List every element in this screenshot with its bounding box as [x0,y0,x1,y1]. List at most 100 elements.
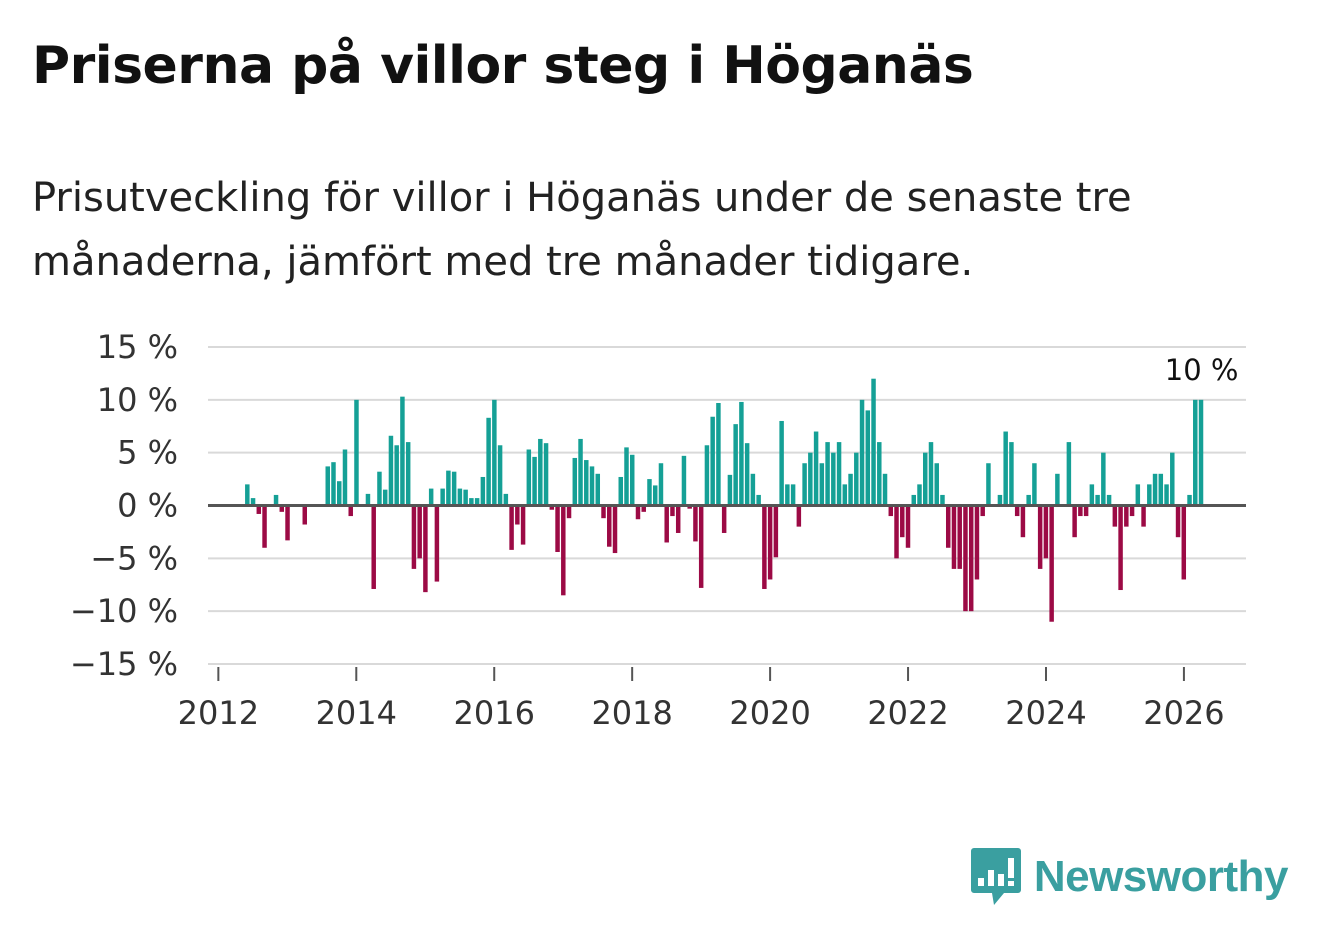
bar [744,443,750,506]
bar [923,452,928,506]
bar [411,505,417,569]
bar [624,447,629,506]
bar [1083,505,1089,517]
bar [710,416,715,506]
bar [515,505,520,525]
bar [618,476,623,506]
bar [337,481,342,506]
chart-subtitle: Prisutveckling för villor i Höganäs unde… [32,175,1132,285]
bar [428,488,434,506]
bar [762,505,767,589]
bar [997,494,1003,506]
bar [687,505,692,509]
bar [865,410,871,506]
bar [773,505,779,558]
bar [635,505,641,520]
bar [566,505,572,519]
bar [497,445,503,506]
bar [808,452,813,506]
bar [371,505,376,589]
bar [911,494,916,506]
bar [836,442,842,506]
chart-title: Priserna på villor steg i Höganäs [32,36,974,96]
bar-chart-speech-icon [970,848,1021,905]
bar [1106,494,1112,506]
bar [405,442,411,506]
bar [1198,399,1204,506]
bar [796,505,802,527]
bar [325,466,330,506]
bar [877,442,882,506]
bar [1020,505,1026,538]
x-tick-label: 2014 [316,694,397,732]
bar [285,505,290,541]
y-tick-label: −10 % [70,592,178,630]
bar [934,463,939,506]
bar [365,493,371,506]
bar [974,505,980,580]
bar [486,417,491,506]
bar [469,498,474,506]
bar [681,455,687,506]
bar [549,505,555,510]
bar [400,396,405,506]
bar [503,493,509,506]
y-tick-label: 15 % [97,328,178,366]
bar [652,485,658,506]
bar [348,505,353,517]
bar [595,473,601,506]
bar [331,462,336,506]
bar [423,505,428,593]
bar [727,474,733,506]
bar [790,484,796,506]
bar [721,505,727,533]
bar [859,399,865,506]
bar [739,401,744,506]
bar [825,442,830,506]
bar [1124,505,1129,527]
y-tick-label: −15 % [70,645,178,683]
bar [1032,463,1037,506]
bar [463,489,468,506]
bar [630,454,635,506]
bar [377,471,382,506]
bar [871,378,876,506]
bar [1101,452,1106,506]
bar [1014,505,1020,517]
bar [262,505,267,548]
bar [945,505,951,548]
x-tick-label: 2016 [454,694,535,732]
bar [492,399,497,506]
bar [273,494,279,506]
x-tick-label: 2012 [178,694,259,732]
bar [1129,505,1135,517]
x-tick-label: 2024 [1005,694,1086,732]
bar [1072,505,1077,538]
bar [641,505,646,512]
bar [716,403,721,506]
bar [1152,473,1158,506]
bar [767,505,773,580]
bar [279,505,285,512]
bar [434,505,440,582]
bar [417,505,422,559]
bar [474,498,480,506]
bar [670,505,675,517]
bar [779,420,784,506]
bar [1043,505,1049,559]
y-tick-label: 5 % [117,434,178,472]
bar [917,484,922,506]
bar [831,452,836,506]
bar [980,505,985,517]
bar [509,505,514,550]
bar [1141,505,1146,527]
brand-name: Newsworthy [1033,852,1289,901]
bar [854,452,859,506]
x-tick-label: 2018 [591,694,672,732]
bar [1187,494,1192,506]
bar [675,505,681,533]
bar [894,505,899,559]
bar [1158,473,1164,506]
bar [1026,494,1031,506]
bar [1049,505,1054,622]
